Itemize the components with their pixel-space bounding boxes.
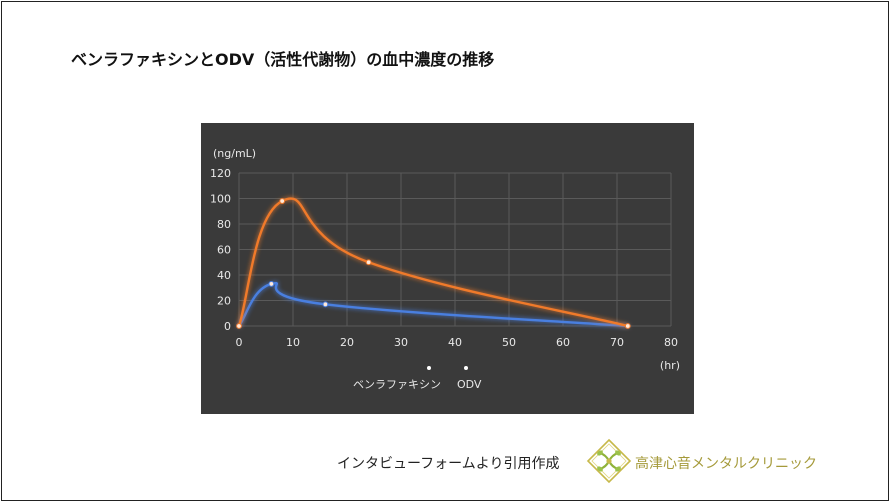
legend-marker-venlafaxine bbox=[427, 366, 431, 370]
series-line-venlafaxine bbox=[237, 281, 629, 328]
y-axis-unit-label: (ng/mL) bbox=[213, 147, 256, 160]
x-tick-label: 40 bbox=[448, 336, 462, 349]
data-point-venlafaxine bbox=[268, 281, 275, 287]
y-tick-label: 100 bbox=[210, 193, 231, 206]
y-tick-label: 40 bbox=[217, 269, 231, 282]
x-tick-label: 20 bbox=[340, 336, 354, 349]
chart-panel: 0 20 40 60 80 100 120 0 10 20 30 40 50 60 70 80 (ng/mL) (… bbox=[201, 123, 694, 414]
x-tick-label: 0 bbox=[236, 336, 243, 349]
x-tick-label: 30 bbox=[394, 336, 408, 349]
series-line-odv bbox=[237, 197, 629, 328]
data-point-odv bbox=[365, 259, 372, 266]
x-tick-label: 10 bbox=[286, 336, 300, 349]
x-tick-label: 70 bbox=[610, 336, 624, 349]
x-tick-label: 80 bbox=[664, 336, 678, 349]
data-point-odv bbox=[236, 323, 242, 329]
data-point-odv bbox=[279, 198, 286, 204]
clinic-name: 高津心音メンタルクリニック bbox=[635, 456, 817, 472]
clinic-logo-icon bbox=[586, 438, 632, 484]
legend-label-odv: ODV bbox=[457, 378, 482, 391]
line-chart: 0 20 40 60 80 100 120 0 10 20 30 40 50 60 70 80 (ng/mL) (… bbox=[210, 147, 680, 391]
legend-marker-odv bbox=[464, 366, 468, 370]
x-tick-label: 60 bbox=[556, 336, 570, 349]
y-tick-label: 80 bbox=[217, 218, 231, 231]
y-tick-label: 60 bbox=[217, 244, 231, 257]
x-tick-label: 50 bbox=[502, 336, 516, 349]
page-title: ベンラファキシンとODV（活性代謝物）の血中濃度の推移 bbox=[71, 50, 495, 69]
y-tick-label: 0 bbox=[224, 320, 231, 333]
legend-label-venlafaxine: ベンラファキシン bbox=[353, 378, 441, 391]
y-tick-label: 120 bbox=[210, 167, 231, 180]
data-point-venlafaxine bbox=[322, 301, 329, 308]
y-tick-label: 20 bbox=[217, 295, 231, 308]
x-axis-unit-label: (hr) bbox=[660, 359, 680, 372]
data-point-odv bbox=[624, 323, 631, 329]
source-credit: インタビューフォームより引用作成 bbox=[337, 456, 560, 472]
